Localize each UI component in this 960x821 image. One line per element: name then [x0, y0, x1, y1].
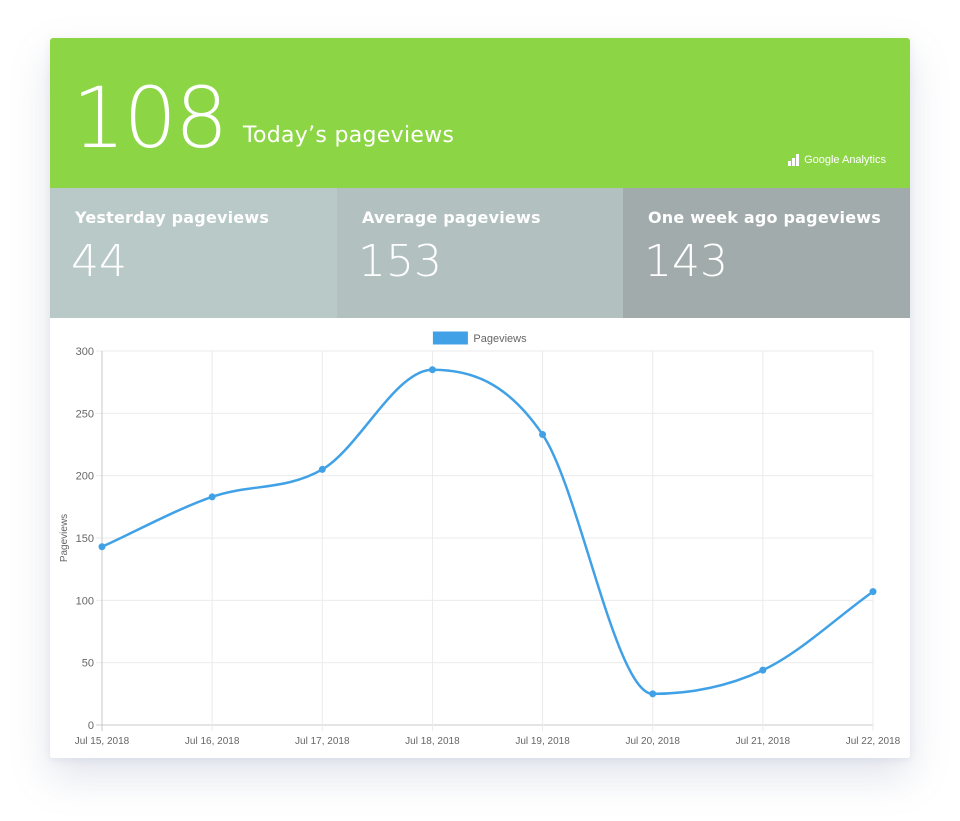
y-tick-label: 300 [76, 346, 94, 358]
stat-label: Average pageviews [362, 208, 541, 227]
google-analytics-brand: Google Analytics [788, 154, 886, 166]
x-tick-label: Jul 17, 2018 [295, 736, 350, 747]
stat-label: Yesterday pageviews [75, 208, 270, 227]
pageviews-chart-area: 0 50 100 150 200 250 300 Jul 15, 2018 Jul 16, 20… [50, 318, 910, 758]
x-tick-label: Jul 19, 2018 [515, 736, 570, 747]
chart-series [98, 366, 877, 698]
y-tick-label: 150 [76, 533, 94, 545]
y-tick-label: 50 [82, 658, 94, 670]
stat-label: One week ago pageviews [648, 208, 881, 227]
pageviews-line [101, 368, 874, 696]
google-analytics-label: Google Analytics [804, 154, 886, 166]
yesterday-pageviews-tile: Yesterday pageviews 44 [50, 188, 337, 318]
stats-row: Yesterday pageviews 44 Average pageviews… [50, 188, 910, 318]
data-point [428, 366, 436, 374]
pageviews-line-chart: 0 50 100 150 200 250 300 Jul 15, 2018 Jul 16, 20… [59, 331, 901, 747]
data-point [98, 543, 106, 551]
y-axis-title: Pageviews [59, 514, 70, 562]
data-point [649, 690, 657, 698]
chart-axes: 0 50 100 150 200 250 300 Jul 15, 2018 Jul 16, 20… [59, 346, 901, 747]
data-point [759, 666, 767, 674]
bar-chart-icon [788, 154, 800, 166]
data-point [539, 431, 547, 439]
y-tick-label: 250 [76, 408, 94, 420]
x-tick-label: Jul 22, 2018 [846, 736, 901, 747]
average-pageviews-tile: Average pageviews 153 [337, 188, 623, 318]
y-tick-label: 100 [76, 595, 94, 607]
today-pageviews-value: 108 [72, 69, 228, 167]
today-pageviews-panel: 108 Today’s pageviews Google Analytics [50, 38, 910, 188]
x-tick-label: Jul 21, 2018 [736, 736, 791, 747]
today-pageviews-label: Today’s pageviews [243, 123, 455, 148]
data-point [318, 465, 326, 473]
y-tick-label: 200 [76, 471, 94, 483]
x-tick-label: Jul 16, 2018 [185, 736, 240, 747]
pageviews-dashboard-card: 108 Today’s pageviews Google Analytics Y… [50, 38, 910, 758]
data-point [869, 588, 877, 596]
legend-swatch [432, 331, 468, 345]
x-tick-label: Jul 15, 2018 [75, 736, 130, 747]
stat-value: 143 [644, 236, 728, 287]
one-week-ago-pageviews-tile: One week ago pageviews 143 [623, 188, 910, 318]
data-point [208, 493, 216, 501]
legend-label: Pageviews [473, 333, 527, 345]
x-tick-label: Jul 18, 2018 [405, 736, 460, 747]
y-tick-label: 0 [88, 720, 94, 732]
stat-value: 44 [71, 236, 127, 287]
chart-legend: Pageviews [432, 331, 527, 345]
stat-value: 153 [358, 236, 442, 287]
x-tick-label: Jul 20, 2018 [625, 736, 680, 747]
